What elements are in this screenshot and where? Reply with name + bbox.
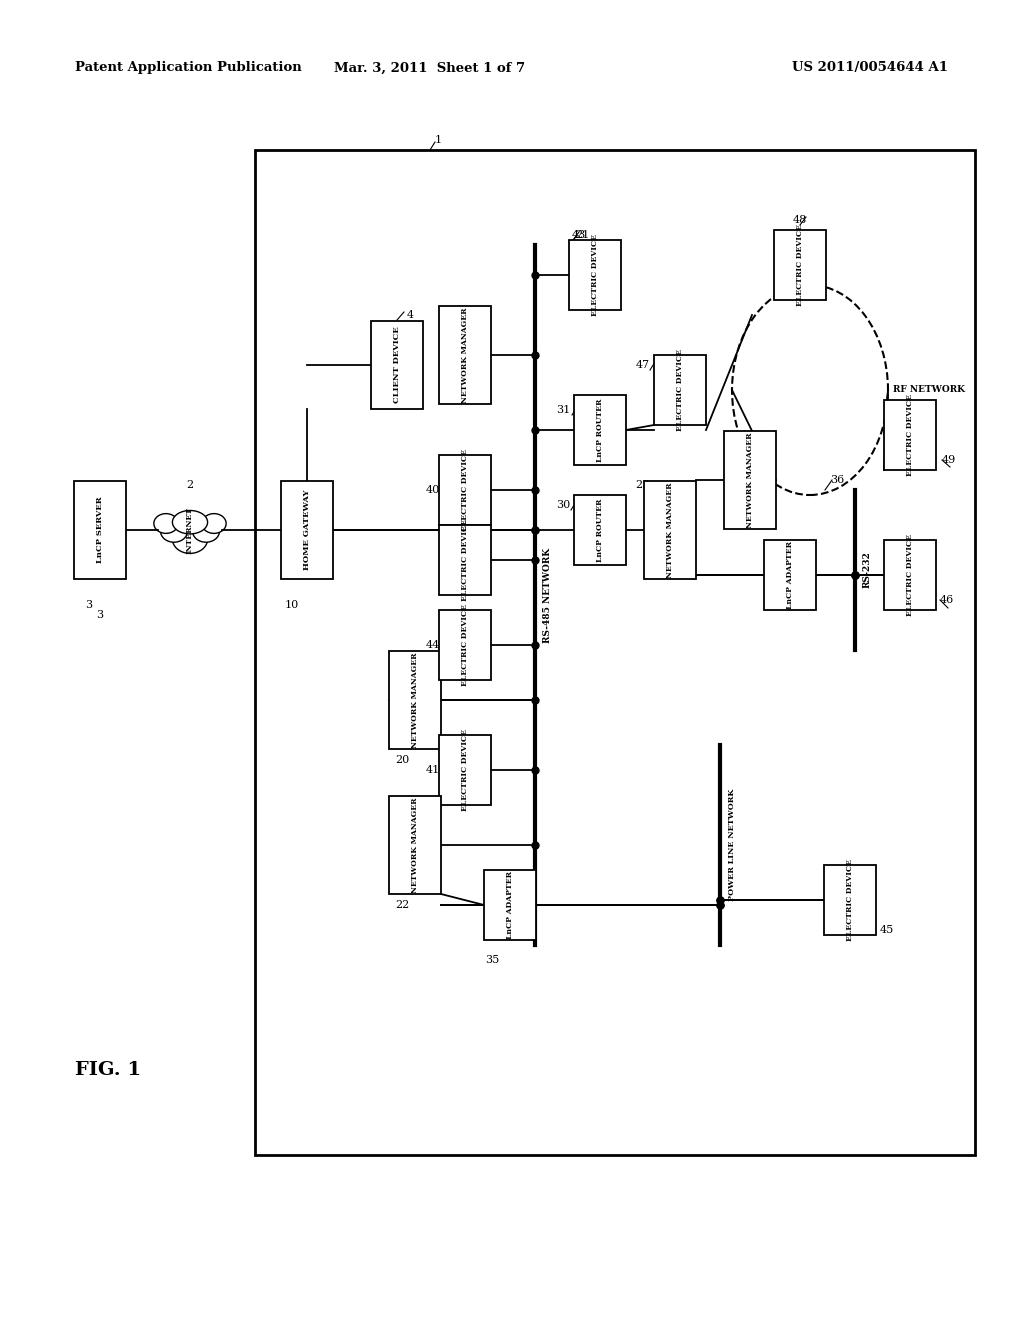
Text: RS-232: RS-232 xyxy=(863,552,872,589)
Bar xyxy=(574,495,626,565)
Text: INTERNET: INTERNET xyxy=(186,507,194,553)
Text: ELECTRIC DEVICE: ELECTRIC DEVICE xyxy=(461,519,469,601)
Text: LnCP ROUTER: LnCP ROUTER xyxy=(596,499,604,562)
Bar xyxy=(884,400,936,470)
Text: 41: 41 xyxy=(426,766,440,775)
Bar xyxy=(824,865,876,935)
Bar xyxy=(281,480,333,579)
Text: 48: 48 xyxy=(793,215,807,224)
Text: NETWORK MANAGER: NETWORK MANAGER xyxy=(746,432,754,528)
Text: 10: 10 xyxy=(285,601,299,610)
Bar xyxy=(484,870,536,940)
Text: 23: 23 xyxy=(636,480,650,490)
Bar xyxy=(439,525,490,595)
Text: LnCP ADAPTER: LnCP ADAPTER xyxy=(506,871,514,939)
Bar xyxy=(884,540,936,610)
Text: 43: 43 xyxy=(572,230,587,240)
Text: NETWORK MANAGER: NETWORK MANAGER xyxy=(666,482,674,578)
Text: ELECTRIC DEVICE: ELECTRIC DEVICE xyxy=(906,395,914,477)
Text: LnCP SERVER: LnCP SERVER xyxy=(96,496,104,564)
Text: ELECTRIC DEVICE: ELECTRIC DEVICE xyxy=(461,449,469,531)
Ellipse shape xyxy=(154,513,178,533)
Text: 20: 20 xyxy=(395,755,410,766)
Bar xyxy=(389,651,441,748)
Text: 3: 3 xyxy=(85,601,92,610)
Text: 2: 2 xyxy=(186,480,194,490)
Bar xyxy=(774,230,826,300)
Bar xyxy=(764,540,816,610)
Text: LnCP ADAPTER: LnCP ADAPTER xyxy=(786,541,794,609)
Text: 42: 42 xyxy=(472,520,486,531)
Bar xyxy=(439,735,490,805)
Text: RF NETWORK: RF NETWORK xyxy=(893,385,965,395)
Bar xyxy=(439,610,490,680)
Text: 4: 4 xyxy=(407,310,414,319)
Text: POWER LINE NETWORK: POWER LINE NETWORK xyxy=(728,789,736,902)
Bar xyxy=(654,355,706,425)
Text: Patent Application Publication: Patent Application Publication xyxy=(75,62,302,74)
Text: 3: 3 xyxy=(96,610,103,620)
Text: 22: 22 xyxy=(395,900,410,909)
Text: RS-485 NETWORK: RS-485 NETWORK xyxy=(543,548,552,643)
Text: ELECTRIC DEVICE: ELECTRIC DEVICE xyxy=(461,605,469,686)
Text: NETWORK MANAGER: NETWORK MANAGER xyxy=(411,797,419,892)
Text: 35: 35 xyxy=(485,954,500,965)
Text: FIG. 1: FIG. 1 xyxy=(75,1061,141,1078)
Text: 44: 44 xyxy=(426,640,440,649)
Text: NETWORK MANAGER: NETWORK MANAGER xyxy=(461,308,469,403)
Text: ELECTRIC DEVICE: ELECTRIC DEVICE xyxy=(846,859,854,941)
Text: Mar. 3, 2011  Sheet 1 of 7: Mar. 3, 2011 Sheet 1 of 7 xyxy=(335,62,525,74)
Text: 30: 30 xyxy=(556,500,570,510)
Ellipse shape xyxy=(161,520,187,543)
Bar xyxy=(74,480,126,579)
Bar xyxy=(724,432,776,529)
Text: 45: 45 xyxy=(880,925,894,935)
Bar xyxy=(569,240,621,310)
Text: 31: 31 xyxy=(556,405,570,414)
Text: 21: 21 xyxy=(575,230,589,240)
Bar xyxy=(574,395,626,465)
Text: 47: 47 xyxy=(636,360,650,370)
Text: 46: 46 xyxy=(940,595,954,605)
Text: US 2011/0054644 A1: US 2011/0054644 A1 xyxy=(792,62,948,74)
Text: 36: 36 xyxy=(830,475,844,484)
Ellipse shape xyxy=(202,513,226,533)
Bar xyxy=(439,306,490,404)
Text: ELECTRIC DEVICE: ELECTRIC DEVICE xyxy=(906,535,914,616)
Text: ELECTRIC DEVICE: ELECTRIC DEVICE xyxy=(676,348,684,430)
Bar xyxy=(644,480,696,579)
Text: ELECTRIC DEVICE: ELECTRIC DEVICE xyxy=(461,729,469,810)
Text: 40: 40 xyxy=(426,484,440,495)
Text: ELECTRIC DEVICE: ELECTRIC DEVICE xyxy=(591,234,599,315)
Text: LnCP ROUTER: LnCP ROUTER xyxy=(596,399,604,462)
Bar xyxy=(255,150,975,1155)
Text: NETWORK MANAGER: NETWORK MANAGER xyxy=(411,652,419,747)
Text: 1: 1 xyxy=(435,135,442,145)
Text: 49: 49 xyxy=(942,455,956,465)
Bar xyxy=(371,321,423,409)
Text: CLIENT DEVICE: CLIENT DEVICE xyxy=(393,326,401,404)
Bar xyxy=(389,796,441,894)
Ellipse shape xyxy=(172,525,208,553)
Ellipse shape xyxy=(172,511,208,533)
Text: HOME GATEWAY: HOME GATEWAY xyxy=(303,490,311,570)
Bar xyxy=(439,455,490,525)
Ellipse shape xyxy=(193,520,219,543)
Text: ELECTRIC DEVICE: ELECTRIC DEVICE xyxy=(796,224,804,306)
